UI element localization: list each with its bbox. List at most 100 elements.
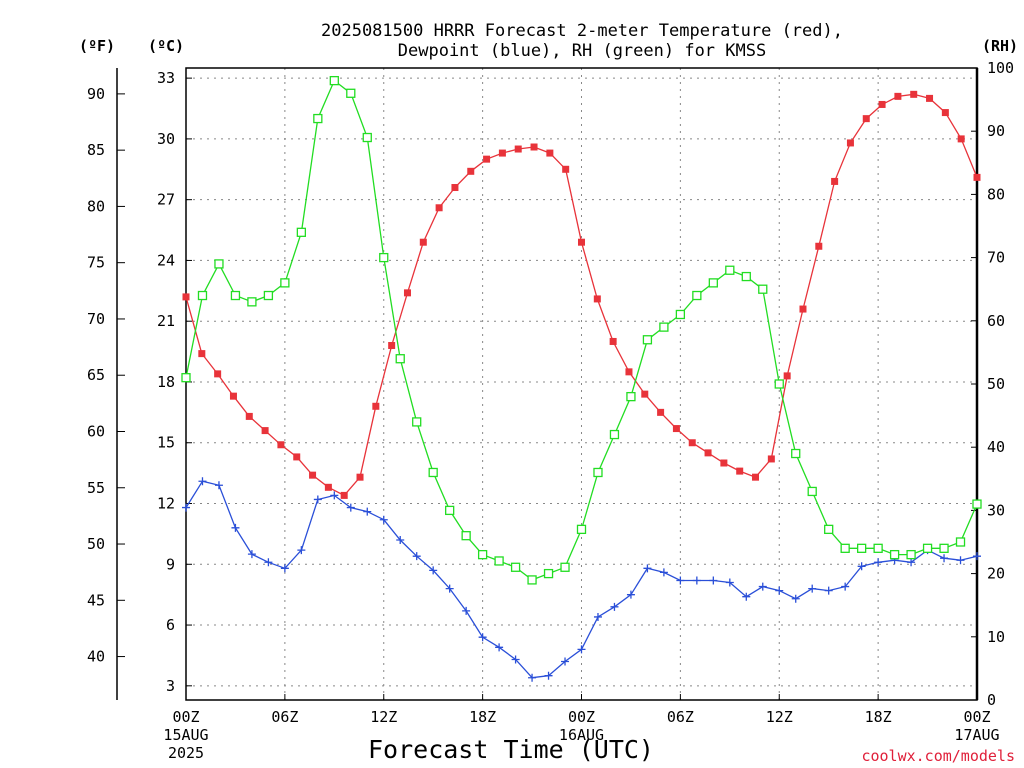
rh-point — [642, 335, 653, 345]
dewpoint-point — [412, 552, 421, 561]
fahrenheit-tick-label: 40 — [87, 648, 105, 666]
celsius-unit-label: (ºC) — [148, 37, 184, 55]
rh-tick-label: 90 — [987, 122, 1005, 140]
dewpoint-point — [791, 594, 800, 603]
rh-tick-label: 10 — [987, 628, 1005, 646]
temperature-point — [625, 368, 633, 376]
dewpoint-point — [973, 552, 981, 561]
temperature-point — [878, 100, 886, 108]
chart-title-line-2: Dewpoint (blue), RH (green) for KMSS — [398, 41, 766, 61]
dewpoint-point — [445, 584, 454, 593]
fahrenheit-tick-label: 85 — [87, 141, 105, 159]
temperature-line — [185, 93, 978, 497]
rh-point — [922, 543, 933, 553]
rh-point — [576, 524, 587, 535]
temperature-point — [973, 173, 981, 181]
rh-point — [346, 88, 356, 98]
dewpoint-series — [182, 477, 981, 682]
temperature-point — [862, 115, 870, 123]
fahrenheit-tick-label: 55 — [87, 479, 105, 497]
rh-tick-label: 0 — [987, 691, 996, 709]
rh-point — [412, 417, 422, 427]
temperature-point — [609, 337, 617, 345]
temperature-point — [799, 305, 807, 313]
temperature-point — [957, 135, 965, 143]
dewpoint-point — [429, 566, 438, 575]
rh-point — [593, 467, 603, 478]
fahrenheit-unit-label: (ºF) — [79, 37, 115, 55]
dewpoint-point — [330, 491, 339, 500]
rh-point — [329, 75, 339, 86]
rh-point — [791, 448, 801, 459]
rh-point — [527, 575, 537, 585]
rh-point — [725, 265, 735, 275]
temperature-point — [720, 459, 728, 467]
x-tick-label: 00Z — [963, 708, 990, 726]
temperature-series — [182, 90, 981, 499]
rh-point — [972, 499, 982, 509]
dewpoint-point — [742, 592, 751, 601]
tick-labels: 40 45 50 55 60 65 70 75 80 85 90 3 6 9 12 15 18 21 24 27 30 3… — [87, 59, 1014, 762]
temperature-point — [657, 408, 665, 416]
dewpoint-point — [478, 633, 487, 642]
dewpoint-point — [264, 558, 273, 567]
rh-tick-label: 100 — [987, 59, 1014, 77]
dewpoint-point — [593, 612, 602, 621]
temperature-point — [578, 238, 585, 246]
rh-point — [955, 537, 966, 547]
temperature-point — [261, 427, 269, 435]
chart-title-line-1: 2025081500 HRRR Forecast 2-meter Tempera… — [321, 21, 843, 41]
rh-unit-label: (RH) — [982, 37, 1018, 55]
temperature-point — [846, 139, 854, 147]
credit-label: coolwx.com/models — [861, 747, 1015, 765]
rh-point — [247, 297, 257, 307]
rh-point — [939, 543, 949, 553]
rh-point — [510, 562, 521, 572]
x-tick-label: 15AUG — [163, 726, 208, 744]
temperature-point — [910, 90, 918, 98]
rh-point — [230, 290, 241, 301]
dewpoint-point — [544, 671, 553, 680]
rh-point — [181, 373, 191, 383]
dewpoint-point — [511, 655, 520, 664]
fahrenheit-tick-label: 75 — [87, 254, 105, 272]
dewpoint-point — [874, 558, 883, 567]
dewpoint-point — [561, 657, 570, 666]
fahrenheit-tick-label: 45 — [87, 591, 105, 609]
x-tick-label: 06Z — [667, 708, 694, 726]
temperature-point — [372, 402, 380, 410]
temperature-point — [641, 390, 649, 398]
temperature-point — [688, 439, 696, 447]
rh-point — [659, 322, 669, 332]
celsius-tick-label: 3 — [166, 677, 175, 695]
temperature-point — [277, 441, 285, 449]
rh-point — [889, 549, 900, 560]
dewpoint-point — [758, 582, 767, 591]
temperature-point — [229, 392, 237, 400]
rh-point — [873, 543, 883, 553]
rh-tick-label: 20 — [987, 565, 1005, 583]
rh-point — [824, 524, 834, 535]
dewpoint-point — [280, 564, 289, 573]
rh-series — [181, 75, 982, 585]
dewpoint-point — [643, 564, 652, 573]
dewpoint-point — [725, 578, 734, 587]
rh-point — [280, 278, 290, 288]
rh-point — [741, 271, 751, 282]
dewpoint-point — [956, 556, 965, 565]
dewpoint-point — [610, 602, 619, 611]
x-tick-label: 16AUG — [559, 726, 604, 744]
rh-point — [313, 113, 323, 124]
temperature-point — [483, 155, 491, 163]
temperature-point — [831, 177, 839, 185]
temperature-point — [530, 143, 538, 151]
celsius-tick-label: 6 — [166, 616, 175, 634]
temperature-point — [214, 370, 222, 378]
fahrenheit-tick-label: 70 — [87, 310, 105, 328]
rh-point — [395, 354, 405, 364]
temperature-point — [340, 491, 348, 499]
x-tick-label: 12Z — [766, 708, 793, 726]
temperature-point — [783, 372, 791, 380]
x-axis-label: Forecast Time (UTC) — [368, 735, 654, 764]
